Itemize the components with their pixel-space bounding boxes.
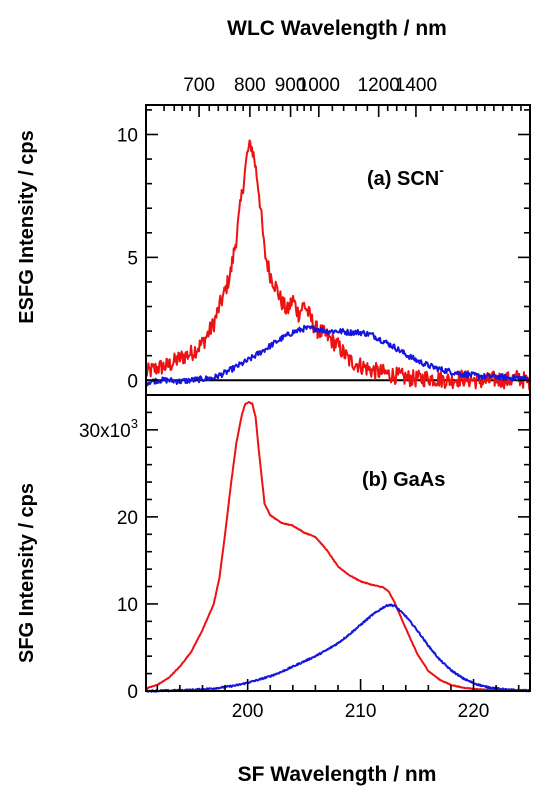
top-y-tick-label: 10 (117, 125, 138, 146)
esfg-red-line (145, 139, 531, 391)
y-exponent: 3 (131, 416, 138, 431)
top-axis-title: WLC Wavelength / nm (227, 17, 447, 40)
esfg-blue-line (145, 324, 531, 387)
top-tick-label: 700 (183, 75, 215, 96)
x-tick-label: 220 (458, 701, 490, 722)
x-tick-label: 200 (232, 701, 264, 722)
y-axis-title-top: ESFG Intensity / cps (16, 130, 38, 323)
panel-b-annotation: (b) GaAs (362, 469, 445, 491)
top-panel-frame (145, 104, 531, 396)
top-panel-series (145, 139, 531, 391)
sfg-blue-line (145, 603, 531, 693)
bottom-panel-frame (145, 394, 531, 692)
top-y-tick-label: 5 (127, 248, 138, 269)
bottom-y-tick-label: 30x103 (79, 416, 138, 442)
top-tick-label: 1200 (358, 75, 400, 96)
x-tick-label: 210 (345, 701, 377, 722)
top-tick-label: 1000 (298, 75, 340, 96)
bottom-panel-series (145, 401, 531, 693)
panel-a-annotation: (a) SCN- (367, 162, 444, 190)
bottom-y-tick-label: 0 (127, 682, 138, 703)
panel-a-annotation-superscript: - (439, 162, 444, 178)
top-y-tick-label: 0 (127, 371, 138, 392)
bottom-y-tick-label: 20 (117, 508, 138, 529)
top-tick-label: 900 (275, 75, 307, 96)
top-tick-label: 1400 (395, 75, 437, 96)
sfg-red-line (145, 401, 531, 693)
bottom-y-tick-label: 10 (117, 595, 138, 616)
top-tick-label: 800 (234, 75, 266, 96)
x-axis-title: SF Wavelength / nm (238, 763, 437, 786)
y-axis-title-bottom: SFG Intensity / cps (16, 483, 38, 663)
axis-ticks (146, 105, 530, 692)
panel-a-annotation-text: (a) SCN (367, 168, 439, 190)
